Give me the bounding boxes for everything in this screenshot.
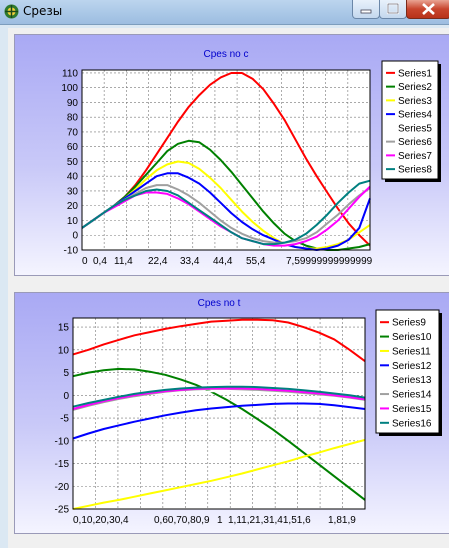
legend-label: Series7 — [398, 151, 432, 162]
legend-label: Series15 — [392, 404, 432, 415]
x-tick-label: 0 — [82, 256, 88, 267]
legend-item: Series10 — [380, 332, 432, 343]
y-tick-label: 0 — [63, 391, 69, 402]
window-title: Срезы — [23, 4, 63, 18]
y-tick-label: -10 — [64, 246, 79, 257]
y-tick-label: 0 — [72, 231, 78, 242]
series-line-series9 — [72, 318, 366, 363]
y-tick-label: 100 — [61, 83, 78, 94]
series-line-series16 — [72, 385, 366, 408]
y-tick-label: 60 — [67, 142, 79, 153]
y-tick-label: 30 — [67, 186, 79, 197]
title-bar[interactable]: Срезы — [0, 0, 449, 25]
legend-label: Series13 — [392, 375, 432, 386]
plot-border — [72, 317, 366, 510]
legend-label: Series12 — [392, 361, 432, 372]
legend-item: Series13 — [380, 375, 432, 386]
y-tick-label: -20 — [55, 482, 70, 493]
x-tick-label: 55,4 — [246, 256, 266, 267]
legend-label: Series16 — [392, 418, 432, 429]
y-tick-label: 15 — [58, 323, 70, 334]
x-tick-label: 0,10,20,30,4 — [73, 515, 129, 526]
close-button[interactable] — [406, 0, 449, 19]
x-tick-label: 1 — [217, 515, 223, 526]
legend-item: Series7 — [386, 151, 432, 162]
legend-item: Series11 — [380, 346, 431, 357]
x-tick-label: 44,4 — [213, 256, 233, 267]
series-line-series15 — [72, 387, 366, 410]
y-tick-label: 40 — [67, 172, 79, 183]
series-line-series10 — [72, 367, 366, 501]
legend-label: Series5 — [398, 123, 432, 134]
legend-item: Series3 — [386, 96, 432, 107]
legend-label: Series1 — [398, 68, 432, 79]
legend-item: Series4 — [386, 110, 432, 121]
legend-label: Series14 — [392, 390, 432, 401]
maximize-button[interactable] — [379, 0, 407, 19]
legend-box — [375, 309, 440, 434]
plot-area — [73, 318, 365, 509]
x-tick-label: 11,4 — [114, 256, 133, 267]
chart-title: Cpes no c — [203, 49, 248, 60]
y-tick-label: 20 — [67, 201, 79, 212]
series-line-series11 — [72, 438, 366, 510]
x-tick-label: 1,81,9 — [328, 515, 356, 526]
y-tick-label: 90 — [67, 98, 79, 109]
legend-item: Series1 — [386, 68, 432, 79]
x-tick-label: 7,59999999999999 — [286, 256, 373, 267]
minimize-icon — [360, 9, 372, 14]
x-tick-label: 33,4 — [180, 256, 200, 267]
y-tick-label: 5 — [63, 368, 69, 379]
legend-item: Series16 — [380, 418, 432, 429]
y-tick-label: -25 — [55, 505, 70, 516]
y-tick-label: 110 — [62, 68, 78, 79]
series-line-series4 — [81, 172, 371, 251]
legend-label: Series3 — [398, 96, 432, 107]
legend-item: Series2 — [386, 82, 432, 93]
close-icon — [422, 3, 435, 15]
y-tick-label: 10 — [67, 216, 79, 227]
y-tick-label: 70 — [67, 127, 79, 138]
maximize-icon — [386, 2, 400, 15]
minimize-button[interactable] — [352, 0, 380, 19]
legend-label: Series2 — [398, 82, 432, 93]
y-tick-label: 80 — [67, 113, 79, 124]
legend-box — [381, 60, 439, 180]
x-tick-label: 0,4 — [93, 256, 107, 267]
y-tick-label: 10 — [58, 345, 70, 356]
legend-item: Series9 — [380, 318, 426, 329]
app-icon — [4, 4, 19, 19]
y-tick-label: -5 — [60, 414, 69, 425]
bottom-chart-panel: Cpes no t 15 10 5 0 -5 -10 -15 -20 -25 0,10,20,30,… — [14, 292, 449, 534]
legend-label: Series6 — [398, 137, 432, 148]
legend-item: Series15 — [380, 404, 432, 415]
bottom-chart: Cpes no t 15 10 5 0 -5 -10 -15 -20 -250,10,20,30,… — [55, 298, 442, 526]
top-chart-panel: Cpes no c 110 100 90 80 70 60 50 40 30 20 10 0 -10 0 0,… — [14, 34, 449, 276]
legend-label: Series9 — [392, 318, 426, 329]
legend-item: Series14 — [380, 390, 432, 401]
x-tick-label: 1,11,21,31,41,51,6 — [228, 515, 311, 526]
series-line-series12 — [72, 402, 366, 440]
plot-border — [81, 69, 371, 251]
legend-label: Series8 — [398, 165, 432, 176]
legend-label: Series10 — [392, 332, 432, 343]
y-tick-label: -10 — [55, 436, 70, 447]
legend-item: Series8 — [386, 165, 432, 176]
legend-item: Series12 — [380, 361, 432, 372]
x-tick-label: 22,4 — [148, 256, 168, 267]
chart-title: Cpes no t — [198, 298, 241, 309]
y-tick-label: -15 — [55, 459, 70, 470]
window-client-area: Cpes no c 110 100 90 80 70 60 50 40 30 20 10 0 -10 0 0,… — [8, 28, 449, 548]
legend-label: Series4 — [398, 110, 432, 121]
x-tick-label: 0,60,70,80,9 — [154, 515, 210, 526]
legend-item: Series6 — [386, 137, 432, 148]
y-tick-label: 50 — [67, 157, 79, 168]
legend-item: Series5 — [386, 123, 432, 134]
series-line-series8 — [81, 179, 371, 246]
legend-label: Series11 — [392, 346, 431, 357]
